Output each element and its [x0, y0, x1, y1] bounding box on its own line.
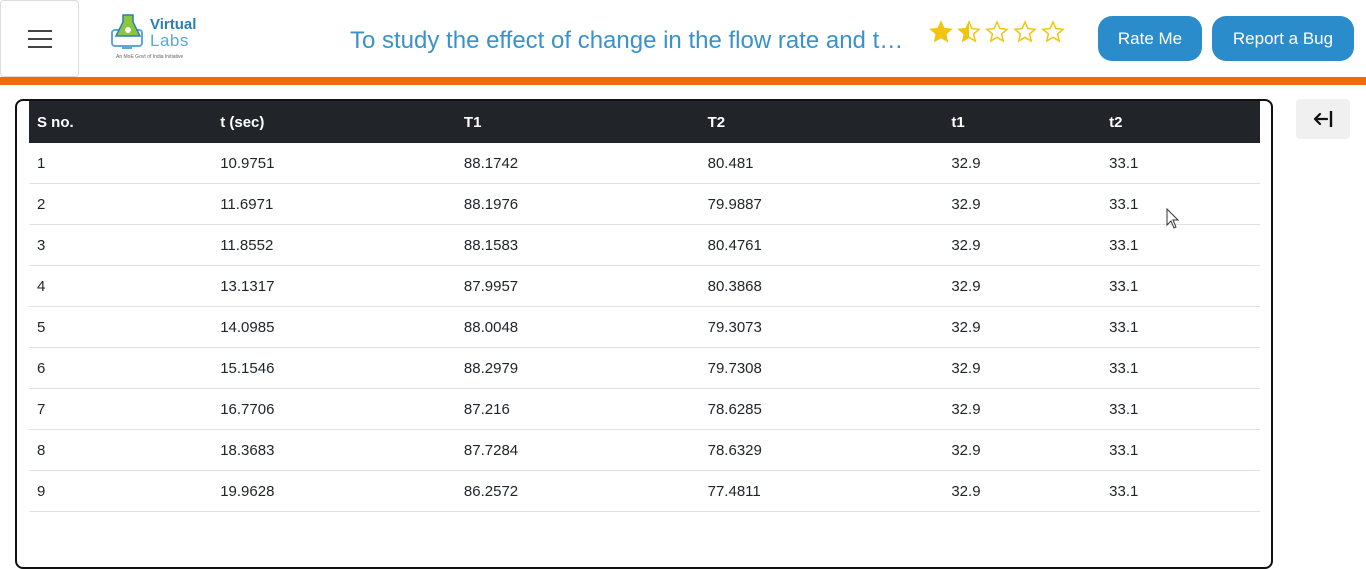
table-cell: 88.2979: [455, 347, 700, 389]
table-cell: 1: [29, 143, 213, 184]
table-cell: 8: [29, 429, 213, 471]
column-header: T2: [707, 113, 726, 131]
star-empty-icon[interactable]: [1013, 20, 1037, 44]
star-rating[interactable]: [929, 20, 1065, 48]
table-cell: 87.7284: [455, 429, 700, 471]
table-cell: 33.1: [1101, 306, 1260, 348]
table-cell: 6: [29, 347, 213, 389]
table-cell: 7: [29, 388, 213, 430]
virtual-labs-logo[interactable]: Virtual Labs An MoE Govt of India Initia…: [110, 12, 202, 64]
table-row: 8 18.3683 87.7284 78.6329 32.9 33.1: [29, 429, 1260, 471]
table-cell: 2: [29, 183, 213, 225]
rate-me-button[interactable]: Rate Me: [1098, 16, 1202, 61]
table-cell: 32.9: [943, 347, 1102, 389]
table-cell: 11.8552: [212, 224, 456, 266]
header-divider: [0, 77, 1366, 85]
table-row: 2 11.6971 88.1976 79.9887 32.9 33.1: [29, 183, 1260, 225]
logo-word-labs: Labs: [150, 31, 189, 50]
table-cell: 32.9: [943, 143, 1102, 184]
table-cell: 87.216: [455, 388, 700, 430]
table-cell: 80.4761: [699, 224, 944, 266]
table-cell: 87.9957: [455, 265, 700, 307]
table-cell: 33.1: [1101, 183, 1260, 225]
table-row: 3 11.8552 88.1583 80.4761 32.9 33.1: [29, 224, 1260, 266]
table-cell: 32.9: [943, 470, 1102, 512]
table-cell: 15.1546: [212, 347, 456, 389]
table-cell: 13.1317: [212, 265, 456, 307]
table-cell: 33.1: [1101, 347, 1260, 389]
star-empty-icon[interactable]: [985, 20, 1009, 44]
table-cell: 32.9: [943, 388, 1102, 430]
column-header: T1: [463, 113, 482, 131]
table-row: 5 14.0985 88.0048 79.3073 32.9 33.1: [29, 306, 1260, 348]
table-cell: 5: [29, 306, 213, 348]
table-cell: 32.9: [943, 306, 1102, 348]
table-cell: 77.4811: [699, 470, 944, 512]
observation-panel: S no. t (sec) T1 T2 t1 t2 1 10.9751 88.1742 80.4…: [15, 99, 1273, 569]
flask-logo-icon: [111, 14, 143, 49]
column-header: t (sec): [220, 113, 265, 131]
star-empty-icon[interactable]: [1041, 20, 1065, 44]
mouse-pointer-icon: [1166, 208, 1180, 229]
table-cell: 4: [29, 265, 213, 307]
report-bug-button[interactable]: Report a Bug: [1212, 16, 1354, 61]
table-cell: 32.9: [943, 265, 1102, 307]
table-row: 1 10.9751 88.1742 80.481 32.9 33.1: [29, 143, 1260, 184]
table-cell: 78.6285: [699, 388, 944, 430]
table-cell: 80.481: [699, 143, 944, 184]
table-cell: 80.3868: [699, 265, 944, 307]
table-cell: 88.1583: [455, 224, 700, 266]
table-row: 4 13.1317 87.9957 80.3868 32.9 33.1: [29, 265, 1260, 307]
table-cell: 16.7706: [212, 388, 456, 430]
menu-button[interactable]: [0, 0, 79, 77]
column-header: t1: [951, 113, 965, 131]
logo-tagline: An MoE Govt of India Initiative: [116, 54, 184, 60]
table-cell: 79.3073: [699, 306, 944, 348]
table-body: 1 10.9751 88.1742 80.481 32.9 33.1 2 11.6971 88.…: [29, 143, 1260, 512]
table-cell: 88.1976: [455, 183, 700, 225]
table-cell: 79.7308: [699, 347, 944, 389]
table-cell: 18.3683: [212, 429, 456, 471]
table-cell: 19.9628: [212, 470, 456, 512]
table-cell: 3: [29, 224, 213, 266]
table-cell: 32.9: [943, 429, 1102, 471]
table-cell: 32.9: [943, 224, 1102, 266]
table-cell: 32.9: [943, 183, 1102, 225]
hamburger-icon: [27, 24, 52, 54]
table-cell: 11.6971: [212, 183, 456, 225]
table-cell: 88.1742: [455, 143, 700, 184]
table-cell: 33.1: [1101, 265, 1260, 307]
column-header: S no.: [37, 113, 74, 131]
arrow-left-bar-icon: [1313, 111, 1333, 127]
page-title: To study the effect of change in the flo…: [350, 27, 910, 54]
table-cell: 9: [29, 470, 213, 512]
table-cell: 86.2572: [455, 470, 700, 512]
table-row: 6 15.1546 88.2979 79.7308 32.9 33.1: [29, 347, 1260, 389]
table-cell: 33.1: [1101, 388, 1260, 430]
table-header-row: S no. t (sec) T1 T2 t1 t2: [29, 101, 1260, 143]
table-cell: 10.9751: [212, 143, 456, 184]
table-cell: 88.0048: [455, 306, 700, 348]
table-cell: 79.9887: [699, 183, 944, 225]
logo-word-virtual: Virtual: [150, 16, 197, 33]
collapse-panel-button[interactable]: [1296, 99, 1350, 139]
table-cell: 33.1: [1101, 429, 1260, 471]
table-cell: 33.1: [1101, 470, 1260, 512]
table-cell: 14.0985: [212, 306, 456, 348]
column-header: t2: [1109, 113, 1123, 131]
top-navbar: Virtual Labs An MoE Govt of India Initia…: [0, 0, 1366, 77]
observation-table: S no. t (sec) T1 T2 t1 t2 1 10.9751 88.1742 80.4…: [29, 101, 1260, 512]
table-row: 9 19.9628 86.2572 77.4811 32.9 33.1: [29, 470, 1260, 512]
table-row: 7 16.7706 87.216 78.6285 32.9 33.1: [29, 388, 1260, 430]
table-cell: 78.6329: [699, 429, 944, 471]
star-half-icon[interactable]: [957, 20, 981, 44]
table-cell: 33.1: [1101, 224, 1260, 266]
star-filled-icon[interactable]: [929, 20, 953, 44]
table-cell: 33.1: [1101, 143, 1260, 184]
